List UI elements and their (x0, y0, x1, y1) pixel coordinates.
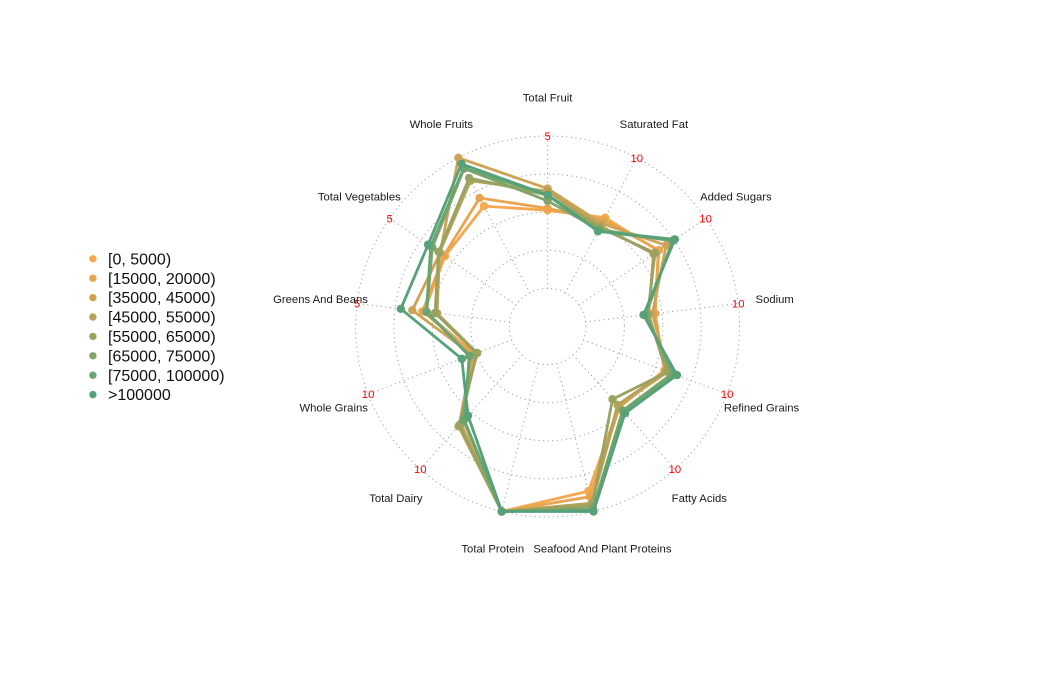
svg-text:Total Dairy: Total Dairy (369, 493, 423, 505)
svg-text:Total Fruit: Total Fruit (523, 93, 573, 105)
svg-text:10: 10 (732, 299, 745, 311)
svg-text:Total Protein: Total Protein (461, 544, 524, 556)
svg-text:Saturated Fat: Saturated Fat (620, 119, 689, 131)
svg-text:Total Vegetables: Total Vegetables (318, 192, 401, 204)
svg-text:Sodium: Sodium (756, 294, 794, 306)
svg-text:10: 10 (669, 464, 682, 476)
svg-text:[15000, 20000): [15000, 20000) (108, 271, 216, 288)
svg-text:Added Sugars: Added Sugars (700, 192, 772, 204)
svg-text:Seafood And Plant Proteins: Seafood And Plant Proteins (533, 544, 672, 556)
svg-text:Whole Fruits: Whole Fruits (410, 119, 474, 131)
svg-text:[55000, 65000): [55000, 65000) (108, 329, 216, 346)
svg-text:Greens And Beans: Greens And Beans (273, 294, 368, 306)
svg-text:10: 10 (721, 389, 734, 401)
svg-text:Refined Grains: Refined Grains (724, 403, 800, 415)
svg-text:[45000, 55000): [45000, 55000) (108, 310, 216, 327)
svg-text:5: 5 (386, 213, 392, 225)
svg-text:10: 10 (631, 153, 644, 165)
svg-text:Fatty Acids: Fatty Acids (672, 493, 728, 505)
svg-text:[35000, 45000): [35000, 45000) (108, 290, 216, 307)
svg-text:[0, 5000): [0, 5000) (108, 251, 171, 268)
svg-text:Whole Grains: Whole Grains (299, 403, 368, 415)
svg-text:>100000: >100000 (108, 387, 171, 404)
svg-text:10: 10 (362, 389, 375, 401)
svg-text:10: 10 (699, 213, 712, 225)
svg-text:[65000, 75000): [65000, 75000) (108, 348, 216, 365)
svg-text:5: 5 (544, 131, 550, 143)
svg-text:5: 5 (354, 299, 360, 311)
svg-text:[75000, 100000): [75000, 100000) (108, 368, 225, 385)
svg-text:10: 10 (414, 464, 427, 476)
